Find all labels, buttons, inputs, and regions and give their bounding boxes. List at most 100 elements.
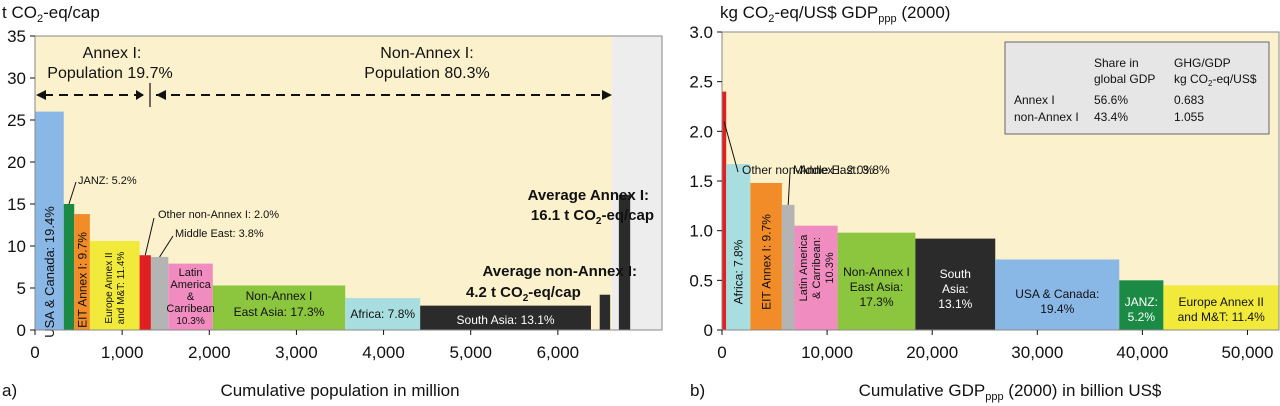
panel-b-id: b)	[690, 381, 705, 400]
label-a-other-non-annex: Other non-Annex I: 2.0%	[158, 209, 279, 221]
x-tick-label-b: 10,000	[801, 343, 853, 362]
panel-a-y-ticks: 0 5 10 15 20 25 30 35	[7, 27, 35, 340]
label-a-europe-annex: Europe Annex II and M&T: 11.4%	[104, 252, 127, 325]
label-a-africa: Africa: 7.8%	[350, 307, 415, 321]
x-tick-label-b: 20,000	[906, 343, 958, 362]
average-bar-nonannex	[599, 294, 611, 330]
panel-b-ylabel: kg CO2-eq/US$ GDPppp (2000)	[720, 3, 950, 25]
bar-b-usa-canada	[995, 259, 1120, 330]
label-a-janz: JANZ: 5.2%	[78, 175, 137, 187]
label-b-janz: JANZ:	[1125, 295, 1158, 309]
bar-b-eit-annex-i	[750, 182, 782, 330]
table-row-annex-name: Annex I	[1014, 93, 1055, 107]
x-tick-label-b: 40,000	[1116, 343, 1168, 362]
gdp-share-table: Share in global GDP GHG/GDP kg CO2-eq/US…	[1004, 41, 1270, 135]
bar-b-janz	[1119, 280, 1164, 330]
label-b-europe-annex: and M&T: 11.4%	[1178, 310, 1265, 324]
table-header-share-1: Share in	[1094, 56, 1139, 70]
region-nonannex-label: Non-Annex I:	[380, 45, 473, 62]
label-a-east-asia: East Asia: 17.3%	[234, 305, 325, 319]
bar-b-middle-east	[781, 204, 795, 330]
panel-a: USA & Canada: 19.4% EIT Annex I: 9.7% Euro…	[2, 3, 663, 400]
callout-a-middle-east-line	[159, 235, 174, 258]
label-b-south-asia: South	[940, 267, 971, 281]
label-a-eit-annex: EIT Annex I: 9.7%	[75, 232, 89, 328]
y-tick-label-a: 20	[7, 153, 26, 172]
region-annex-label: Annex I:	[83, 45, 142, 62]
label-b-middle-east: Middle East: 3.8%	[793, 163, 890, 177]
label-b-east-asia: East Asia:	[850, 280, 903, 294]
callout-b-middle-east-line	[787, 171, 791, 205]
panel-a-x-ticks: 0 1,000 2,000 3,000 4,000 5,000 6,000	[30, 330, 579, 362]
region-nonannex-population: Population 80.3%	[364, 65, 489, 82]
y-tick-label-a: 15	[7, 195, 26, 214]
label-b-latin-america-line: & Carribean:	[811, 237, 823, 299]
y-tick-label-a: 5	[17, 279, 26, 298]
y-tick-label-b: 3.0	[689, 23, 713, 42]
label-b-europe-annex: Europe Annex II	[1178, 295, 1263, 309]
label-b-janz: 5.2%	[1128, 310, 1156, 324]
panel-a-id: a)	[2, 381, 17, 400]
x-tick-label-a: 1,000	[101, 343, 144, 362]
table-header-share-2: global GDP	[1094, 72, 1155, 86]
region-annex-population: Population 19.7%	[47, 65, 172, 82]
bar-a-eit-annex-i	[74, 214, 90, 330]
bar-b-non-annex-i-east-asia	[837, 232, 916, 330]
y-tick-label-b: 0	[704, 321, 713, 340]
average-bar-annex	[618, 194, 631, 330]
y-tick-label-a: 35	[7, 27, 26, 46]
x-tick-label-a: 5,000	[449, 343, 492, 362]
bar-a-janz	[63, 204, 75, 330]
panel-b-y-ticks: 0 0.5 1.0 1.5 2.0 2.5 3.0	[689, 23, 722, 340]
y-tick-label-a: 30	[7, 69, 26, 88]
label-a-usa-canada: USA & Canada: 19.4%	[42, 206, 57, 338]
label-a-latin-america: &	[187, 291, 195, 303]
label-b-usa-canada: USA & Canada:	[1015, 287, 1099, 301]
x-tick-label-b: 0	[717, 343, 726, 362]
label-a-usa-canada-line: USA & Canada: 19.4%	[42, 206, 57, 338]
region-arrows	[36, 83, 612, 107]
y-tick-label-b: 2.5	[689, 73, 713, 92]
y-tick-label-b: 2.0	[689, 122, 713, 141]
label-b-east-asia: Non-Annex I	[843, 265, 910, 279]
panel-a-bar-labels: USA & Canada: 19.4% EIT Annex I: 9.7% Euro…	[42, 175, 555, 338]
x-tick-label-a: 0	[30, 343, 39, 362]
label-a-south-asia: South Asia: 13.1%	[457, 313, 555, 327]
y-tick-label-a: 10	[7, 237, 26, 256]
avg-annex-line1: Average Annex I:	[528, 187, 649, 204]
label-b-africa: Africa: 7.8%	[731, 239, 745, 304]
bar-a-latin-america-carribean-10-3	[168, 263, 213, 330]
label-b-latin-america-line: Latin America	[798, 234, 810, 302]
x-tick-label-a: 6,000	[537, 343, 580, 362]
avg-annex-line2: 16.1 t CO2-eq/cap	[531, 207, 654, 227]
x-tick-label-a: 3,000	[275, 343, 318, 362]
panel-b-bars	[722, 91, 1279, 330]
callout-b-other-line	[723, 121, 739, 173]
table-row-annex-ghg: 0.683	[1174, 93, 1204, 107]
bar-a-europe-annex-ii-and-m-t	[89, 240, 140, 330]
bar-a-non-annex-i-east-asia	[212, 285, 346, 330]
panel-a-ylabel: t CO2-eq/cap	[2, 3, 100, 25]
label-b-other-non-annex: Other non-Annex I: 2.0%	[742, 163, 874, 177]
table-header-ghg-2: kg CO2-eq/US$	[1174, 72, 1257, 88]
avg-nonannex-line1: Average non-Annex I:	[483, 263, 637, 280]
panel-b: Other non-Annex I: 2.0%Middle East: 3.8%…	[689, 3, 1280, 403]
x-tick-label-a: 4,000	[362, 343, 405, 362]
label-b-latin-america-line: 10.3%	[824, 252, 836, 283]
label-b-south-asia: Asia:	[942, 282, 969, 296]
label-a-latin-america: 10.3%	[176, 316, 204, 327]
panel-a-frame	[34, 35, 663, 331]
x-tick-label-b: 50,000	[1221, 343, 1273, 362]
callout-a-janz-line	[68, 181, 77, 205]
bar-a-south-asia	[420, 305, 591, 330]
label-b-east-asia: 17.3%	[859, 295, 893, 309]
y-tick-label-a: 0	[17, 321, 26, 340]
y-tick-label-b: 1.0	[689, 222, 713, 241]
bar-b-africa	[726, 164, 751, 330]
label-a-latin-america: America	[170, 279, 211, 291]
y-tick-label-b: 0.5	[689, 271, 713, 290]
x-tick-label-a: 2,000	[188, 343, 231, 362]
callout-a-other-line	[144, 217, 155, 256]
label-a-eit-annex-line: EIT Annex I: 9.7%	[75, 232, 89, 328]
label-b-usa-canada: 19.4%	[1040, 302, 1074, 316]
